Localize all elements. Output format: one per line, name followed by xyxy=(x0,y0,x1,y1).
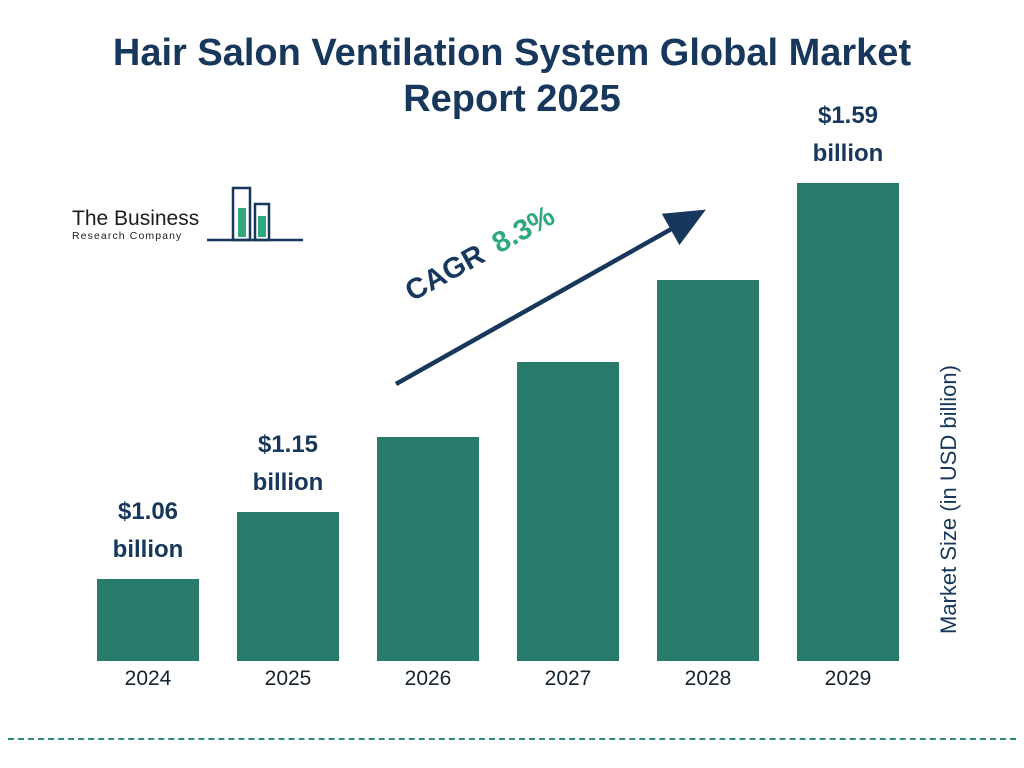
bar-2024 xyxy=(97,579,199,661)
bar-column-2028 xyxy=(657,86,759,661)
bar-2027 xyxy=(517,362,619,661)
logo-name: The Business xyxy=(72,207,200,231)
x-tick-2028: 2028 xyxy=(684,667,732,690)
bar-column-2024: $1.06 billion xyxy=(97,86,199,661)
x-tick-2024: 2024 xyxy=(124,667,172,690)
bar-value-label-2029: $1.59 billion xyxy=(812,102,884,167)
bar-column-2026 xyxy=(377,86,479,661)
y-axis-label: Market Size (in USD billion) xyxy=(936,365,961,635)
logo-subname: Research Company xyxy=(72,230,183,243)
bottom-dashed-divider xyxy=(8,738,1016,740)
bar-2028 xyxy=(657,280,759,661)
bar-column-2027 xyxy=(517,86,619,661)
chart-title: Hair Salon Ventilation System Global Mar… xyxy=(112,32,912,121)
company-logo-text: The Business Research Company xyxy=(72,208,199,257)
x-tick-2026: 2026 xyxy=(404,667,452,690)
bar-value-label-2024: $1.06 billion xyxy=(112,498,184,563)
bar-value-label-2025: $1.15 billion xyxy=(252,431,324,496)
x-tick-2025: 2025 xyxy=(264,667,312,690)
company-logo: The Business Research Company xyxy=(72,186,305,257)
x-tick-2029: 2029 xyxy=(824,667,872,690)
x-tick-2027: 2027 xyxy=(544,667,592,690)
bar-column-2029: $1.59 billion xyxy=(797,86,899,661)
bar-2029 xyxy=(797,183,899,661)
bar-chart: $1.06 billion $1.15 billion $1.59 billion xyxy=(97,86,899,661)
bar-2026 xyxy=(377,437,479,661)
bar-2025 xyxy=(237,512,339,661)
x-axis-labels: 2024 2025 2026 2027 2028 2029 xyxy=(97,667,899,691)
bar-column-2025: $1.15 billion xyxy=(237,86,339,661)
bar-chart-logo-icon xyxy=(205,186,305,257)
